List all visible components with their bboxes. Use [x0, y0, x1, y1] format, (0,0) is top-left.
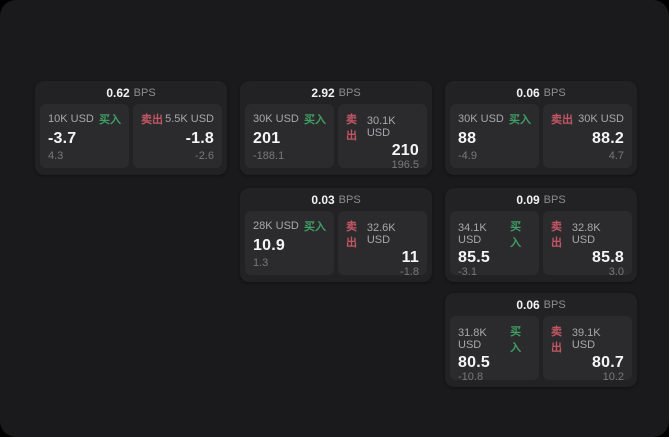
sell-amount: 30.1K USD [366, 115, 396, 139]
quote-card: 0.06 BPS 30K USD 买入 88 -4.9 卖出 30K USD 8… [445, 81, 637, 175]
buy-label: 买入 [99, 114, 121, 126]
sell-sub-value: -1.8 [400, 266, 419, 278]
sell-tile[interactable]: 卖出 39.1K USD 80.7 10.2 [543, 316, 632, 383]
sell-sub-value: 4.7 [608, 150, 624, 162]
sell-label: 卖出 [141, 114, 163, 126]
bps-value: 0.06 [516, 297, 540, 312]
sell-label: 卖出 [551, 221, 562, 249]
bps-unit-label: BPS [543, 193, 566, 206]
bps-unit-label: BPS [338, 193, 361, 206]
quote-card: 0.03 BPS 28K USD 买入 10.9 1.3 卖出 32.6K US… [240, 188, 432, 282]
buy-price: 85.5 [458, 249, 490, 266]
buy-tile[interactable]: 34.1K USD 买入 85.5 -3.1 [450, 211, 539, 278]
sell-tile[interactable]: 卖出 30K USD 88.2 4.7 [543, 104, 632, 168]
buy-amount: 31.8K USD [458, 327, 487, 351]
bps-value: 0.62 [106, 85, 130, 100]
buy-tile[interactable]: 30K USD 买入 201 -188.1 [245, 104, 334, 168]
buy-tile[interactable]: 30K USD 买入 88 -4.9 [450, 104, 539, 168]
sell-sub-value: -2.6 [195, 150, 214, 162]
sell-tile[interactable]: 卖出 5.5K USD -1.8 -2.6 [133, 104, 222, 168]
buy-price: 80.5 [458, 354, 490, 371]
bps-unit-label: BPS [133, 86, 156, 99]
buy-price: -3.7 [48, 129, 77, 147]
quote-card: 0.62 BPS 10K USD 买入 -3.7 4.3 卖出 5.5K USD… [35, 81, 227, 175]
buy-sub-value: 4.3 [48, 150, 64, 162]
buy-label: 买入 [510, 326, 522, 354]
sell-price: 88.2 [592, 129, 624, 147]
sell-sub-value: 10.2 [602, 371, 624, 383]
bps-header: 0.06 BPS [445, 293, 637, 316]
sell-amount: 5.5K USD [165, 113, 214, 125]
bps-unit-label: BPS [543, 298, 566, 311]
sell-sub-value: 196.5 [391, 159, 419, 171]
buy-price: 10.9 [253, 236, 285, 254]
buy-label: 买入 [510, 221, 522, 249]
bps-value: 0.06 [516, 85, 540, 100]
buy-sub-value: 1.3 [253, 257, 269, 269]
sell-price: -1.8 [185, 129, 214, 147]
buy-amount: 30K USD [458, 113, 504, 125]
bps-unit-label: BPS [338, 86, 361, 99]
sell-tile[interactable]: 卖出 32.6K USD 11 -1.8 [338, 211, 427, 278]
sell-price: 210 [391, 142, 419, 159]
bps-value: 2.92 [311, 85, 335, 100]
bps-header: 0.03 BPS [240, 188, 432, 211]
quote-card: 0.06 BPS 31.8K USD 买入 80.5 -10.8 卖出 39.1… [445, 293, 637, 387]
buy-tile[interactable]: 10K USD 买入 -3.7 4.3 [40, 104, 129, 168]
sell-amount: 39.1K USD [571, 327, 601, 351]
buy-label: 买入 [304, 221, 326, 233]
sell-label: 卖出 [551, 114, 573, 126]
sell-amount: 30K USD [578, 113, 624, 125]
sell-label: 卖出 [346, 114, 357, 142]
quote-card: 0.09 BPS 34.1K USD 买入 85.5 -3.1 卖出 32.8K… [445, 188, 637, 282]
sell-price: 85.8 [592, 249, 624, 266]
sell-sub-value: 3.0 [608, 266, 624, 278]
sell-label: 卖出 [346, 221, 357, 249]
buy-sub-value: -3.1 [458, 266, 477, 278]
sell-price: 11 [401, 249, 419, 266]
sell-price: 80.7 [592, 354, 624, 371]
buy-sub-value: -10.8 [458, 371, 484, 383]
bps-header: 0.62 BPS [35, 81, 227, 104]
buy-label: 买入 [509, 114, 531, 126]
buy-sub-value: -4.9 [458, 150, 477, 162]
bps-value: 0.09 [516, 192, 540, 207]
buy-amount: 30K USD [253, 113, 299, 125]
bps-value: 0.03 [311, 192, 335, 207]
buy-price: 201 [253, 129, 281, 147]
sell-amount: 32.6K USD [366, 222, 396, 246]
bps-header: 2.92 BPS [240, 81, 432, 104]
bps-unit-label: BPS [543, 86, 566, 99]
sell-tile[interactable]: 卖出 32.8K USD 85.8 3.0 [543, 211, 632, 278]
bps-header: 0.09 BPS [445, 188, 637, 211]
sell-amount: 32.8K USD [571, 222, 601, 246]
bps-header: 0.06 BPS [445, 81, 637, 104]
buy-tile[interactable]: 28K USD 买入 10.9 1.3 [245, 211, 334, 275]
buy-sub-value: -188.1 [253, 150, 285, 162]
sell-tile[interactable]: 卖出 30.1K USD 210 196.5 [338, 104, 427, 171]
buy-amount: 28K USD [253, 220, 299, 232]
buy-amount: 10K USD [48, 113, 94, 125]
quote-card: 2.92 BPS 30K USD 买入 201 -188.1 卖出 30.1K … [240, 81, 432, 175]
sell-label: 卖出 [551, 326, 562, 354]
buy-amount: 34.1K USD [458, 222, 487, 246]
buy-label: 买入 [304, 114, 326, 126]
buy-tile[interactable]: 31.8K USD 买入 80.5 -10.8 [450, 316, 539, 383]
buy-price: 88 [458, 129, 477, 147]
